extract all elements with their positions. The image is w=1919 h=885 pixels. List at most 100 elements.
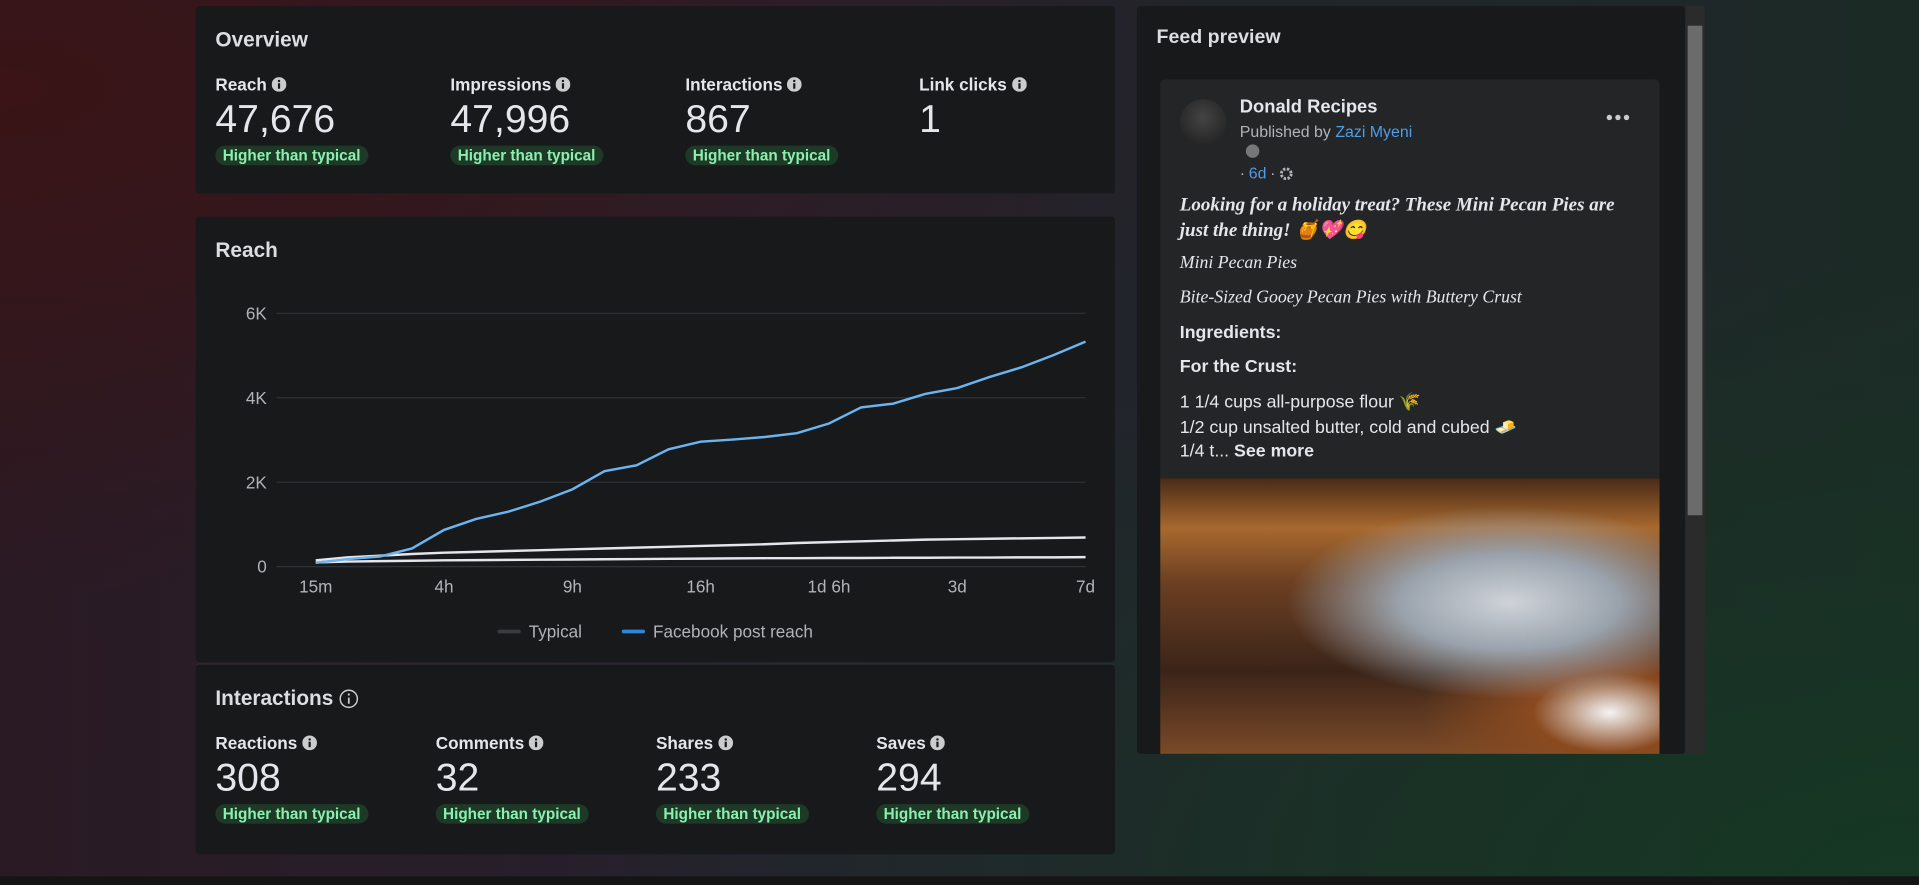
- badge: Higher than typical: [876, 804, 1029, 824]
- paragraph: Bite-Sized Gooey Pecan Pies with Buttery…: [1179, 287, 1522, 308]
- metric-value: 233: [655, 755, 722, 800]
- badge: Higher than typical: [435, 804, 589, 824]
- info-icon[interactable]: [930, 735, 946, 751]
- line: 1/4 t... See more: [1180, 442, 1645, 462]
- scroll-thumb[interactable]: [1687, 25, 1703, 516]
- series-line: [315, 555, 1086, 564]
- more-menu[interactable]: [1606, 113, 1630, 123]
- metric: Reach 47,676 Higher than typical: [215, 74, 368, 167]
- series-line: [315, 340, 1087, 565]
- info-dot: [1017, 79, 1021, 83]
- line: 1/2 cup unsalted butter, cold and cubed …: [1179, 418, 1517, 439]
- separator: ·: [1239, 163, 1246, 183]
- privacy-icon: [1245, 144, 1260, 158]
- x-tick-label: 4h: [435, 576, 454, 596]
- y-tick-label: 6K: [246, 303, 268, 323]
- info-icon[interactable]: [271, 77, 287, 92]
- badge: Higher than typical: [215, 804, 368, 824]
- author[interactable]: Zazi Myeni: [1335, 122, 1413, 141]
- line: 1 1/4 cups all-purpose flour 🌾: [1179, 392, 1421, 413]
- metric: Comments 32 Higher than typical: [435, 733, 589, 825]
- separator: ·: [1270, 163, 1276, 183]
- y-tick-label: 2K: [246, 472, 268, 492]
- scrollbar[interactable]: [1685, 6, 1705, 754]
- metric-value: 47,676: [215, 96, 336, 141]
- interactions-panel: Interactions Reactions 308 Higher than typ…: [195, 663, 1115, 855]
- interactions-title: Interactions: [215, 686, 334, 710]
- page-name[interactable]: Donald Recipes: [1239, 96, 1378, 118]
- metric-label-row: Reach: [215, 74, 367, 95]
- info-bar: [308, 741, 311, 748]
- info-bar: [535, 741, 538, 748]
- info-bar: [1017, 83, 1021, 89]
- metric-label-row: Saves: [876, 733, 1028, 753]
- badge: Higher than typical: [685, 145, 838, 166]
- info-bar: [277, 83, 281, 89]
- info-icon[interactable]: [529, 735, 544, 751]
- info-icon[interactable]: [302, 735, 317, 751]
- metric-label: Interactions: [685, 74, 783, 95]
- x-tick-label: 3d: [948, 576, 967, 596]
- metric-value: 1: [919, 96, 941, 141]
- info-dot: [793, 79, 796, 83]
- metric-label-row: Comments: [436, 733, 588, 753]
- metric: Reactions 308 Higher than typical: [215, 733, 368, 825]
- info-dot: [724, 738, 727, 741]
- x-tick-label: 1d 6h: [808, 576, 851, 596]
- byline: Published by Zazi Myeni: [1240, 122, 1412, 140]
- info-dot: [535, 738, 538, 741]
- info-dot: [277, 79, 281, 83]
- time[interactable]: 6d: [1248, 163, 1267, 183]
- info-bar: [724, 741, 727, 748]
- badge: Higher than typical: [450, 145, 603, 166]
- legend-label: Typical: [529, 622, 582, 642]
- metric: Impressions 47,996 Higher than typical: [450, 74, 603, 167]
- metric-label-row: Shares: [656, 733, 808, 753]
- legend-label: Facebook post reach: [653, 622, 813, 642]
- reach-panel: Reach 0 2K 4K 6K 15m 4h 9h 16h 1d 6h 3d 7d Typical F…: [195, 216, 1115, 663]
- metric: Saves 294 Higher than typical: [876, 733, 1029, 825]
- overview-title: Overview: [215, 28, 308, 52]
- x-tick-label: 7d: [1076, 576, 1095, 596]
- post-card: Donald Recipes Published by Zazi Myeni ·…: [1160, 79, 1660, 754]
- metric-value: 294: [876, 755, 942, 800]
- info-dot: [562, 79, 565, 83]
- metric-label: Saves: [876, 733, 926, 753]
- see-more[interactable]: See more: [1234, 441, 1314, 462]
- info-icon[interactable]: [339, 689, 359, 709]
- metric-label-row: Reactions: [215, 733, 367, 753]
- metric-value: 47,996: [450, 96, 571, 141]
- headline: Looking for a holiday treat? These Mini …: [1179, 194, 1615, 242]
- metric-label: Reactions: [215, 733, 298, 753]
- info-bar: [793, 83, 796, 89]
- truncated-line: 1/4 t...: [1179, 441, 1230, 462]
- metric: Shares 233 Higher than typical: [655, 733, 809, 825]
- info-icon[interactable]: [718, 735, 733, 751]
- published-by: Published by: [1239, 122, 1331, 141]
- info-dot: [936, 738, 940, 741]
- bottom-bar: [0, 876, 1919, 885]
- series-line: [315, 536, 1086, 562]
- feed-title: Feed preview: [1156, 26, 1281, 48]
- metric-label-row: Link clicks: [919, 74, 1027, 95]
- info-icon[interactable]: [787, 77, 803, 92]
- info-icon[interactable]: [556, 77, 571, 92]
- metric-label-row: Interactions: [685, 74, 837, 95]
- time-row: · 6d ·: [1240, 164, 1294, 182]
- metric-label: Impressions: [450, 74, 552, 95]
- post-image: [1160, 478, 1660, 754]
- x-tick-label: 16h: [686, 576, 715, 596]
- reach-title: Reach: [215, 238, 278, 262]
- paragraph: Ingredients:: [1179, 323, 1282, 343]
- metric-value: 308: [215, 755, 281, 800]
- info-bar: [562, 83, 565, 89]
- avatar[interactable]: [1179, 99, 1227, 146]
- metric-label: Reach: [215, 74, 267, 95]
- overview-panel: Overview Reach 47,676 Higher than typical I…: [195, 6, 1115, 194]
- metric-label: Shares: [655, 733, 714, 753]
- metric-label: Link clicks: [919, 74, 1007, 95]
- info-icon[interactable]: [1011, 77, 1027, 92]
- info-bar: [936, 741, 940, 748]
- paragraph: For the Crust:: [1179, 357, 1298, 377]
